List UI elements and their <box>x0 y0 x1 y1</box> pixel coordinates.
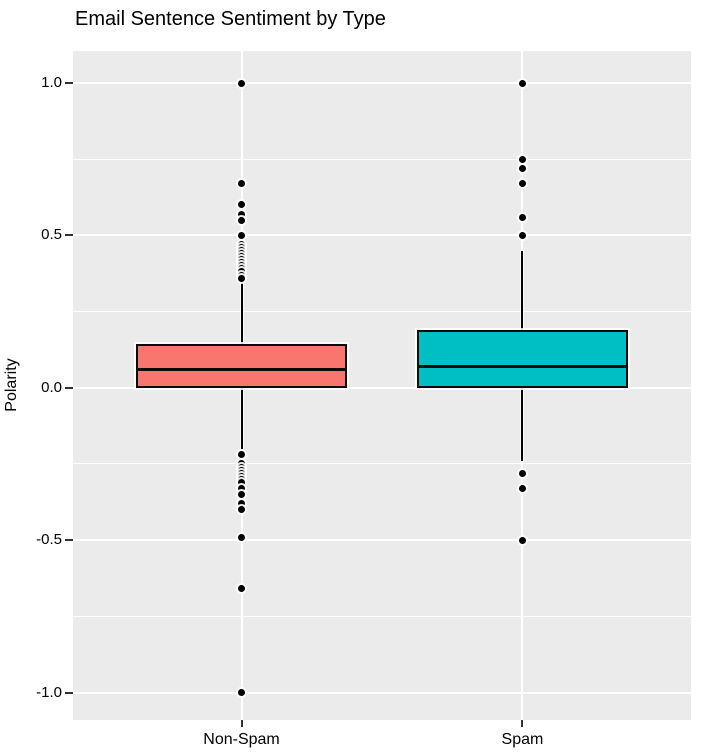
y-tick-label: -1.0 <box>36 683 62 701</box>
outlier-point <box>518 155 526 163</box>
outlier-point <box>518 484 526 492</box>
outlier-point <box>238 216 246 224</box>
y-tick-mark <box>65 691 73 694</box>
outlier-point <box>238 585 246 593</box>
y-tick-label: -0.5 <box>36 531 62 549</box>
outlier-point <box>238 490 246 498</box>
x-tick-label-Spam: Spam <box>501 731 544 748</box>
y-tick-label: 0.0 <box>41 378 62 396</box>
chart-title: Email Sentence Sentiment by Type <box>75 8 386 30</box>
outlier-point <box>238 689 246 697</box>
x-tick-mark <box>521 720 524 727</box>
outlier-point <box>518 231 526 239</box>
gridline-major <box>73 386 691 389</box>
x-tick-label-Non-Spam: Non-Spam <box>203 731 280 748</box>
outlier-point <box>518 469 526 477</box>
median-line-Non-Spam <box>136 367 347 371</box>
box-Non-Spam <box>136 343 347 388</box>
gridline-minor <box>73 158 691 160</box>
plot-panel <box>73 51 691 720</box>
y-tick-mark <box>65 234 73 237</box>
y-tick-mark <box>65 539 73 542</box>
outlier-point <box>238 231 246 239</box>
outlier-point <box>238 180 246 188</box>
outlier-point <box>238 274 246 282</box>
outlier-point <box>518 213 526 221</box>
gridline-minor <box>73 463 691 465</box>
y-tick-label: 1.0 <box>41 74 62 91</box>
box-Spam <box>417 329 628 388</box>
outlier-point <box>238 79 246 87</box>
outlier-point <box>518 180 526 188</box>
outlier-point <box>238 210 246 218</box>
median-line-Spam <box>417 364 628 368</box>
outlier-point <box>238 484 246 492</box>
gridline-major <box>73 82 691 84</box>
y-tick-mark <box>65 82 73 84</box>
outlier-point <box>518 79 526 87</box>
outlier-point <box>238 533 246 541</box>
y-axis-label: Polarity <box>3 358 20 412</box>
outlier-point <box>518 536 526 544</box>
y-tick-label: 0.5 <box>41 226 62 244</box>
outlier-point <box>238 201 246 209</box>
gridline-minor <box>73 615 691 617</box>
gridline-major <box>73 691 691 694</box>
gridline-major <box>73 234 691 237</box>
gridline-major <box>73 539 691 542</box>
outlier-point <box>238 500 246 508</box>
gridline-minor <box>73 311 691 313</box>
outlier-point <box>518 164 526 172</box>
outlier-point <box>238 506 246 514</box>
x-tick-mark <box>240 720 243 727</box>
y-tick-mark <box>65 386 73 389</box>
outlier-point <box>238 451 246 459</box>
outlier-point <box>238 478 246 486</box>
